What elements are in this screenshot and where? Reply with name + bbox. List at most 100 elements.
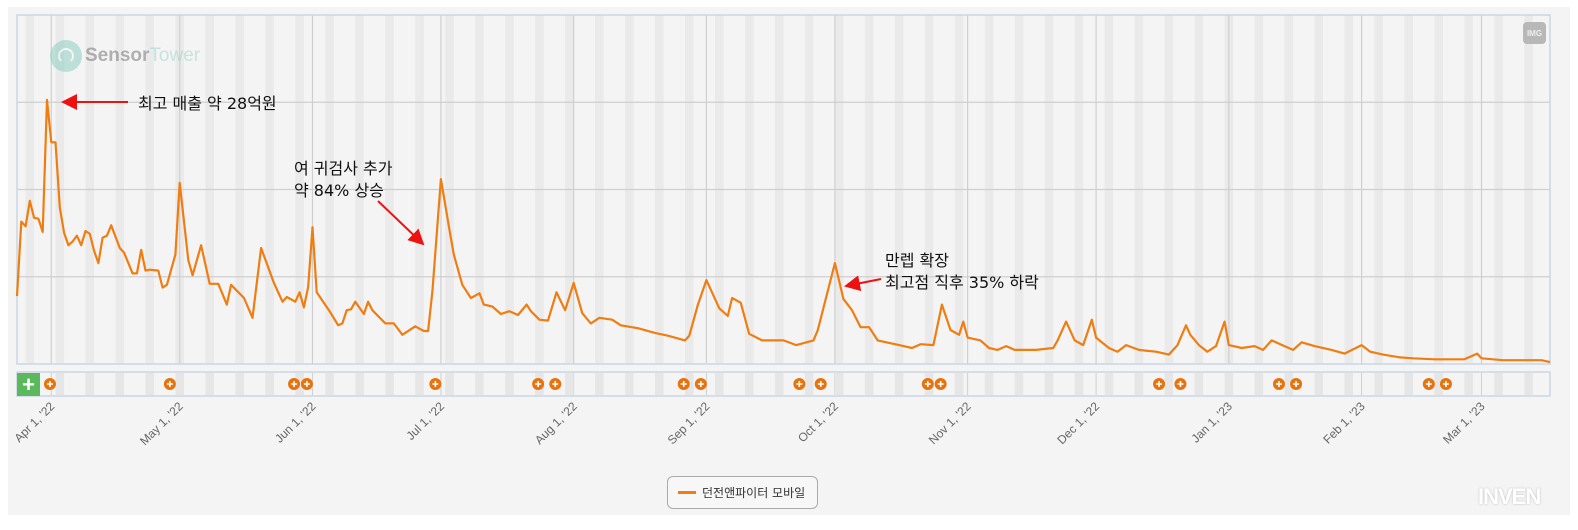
event-marker[interactable] [1153, 378, 1166, 390]
event-marker[interactable] [532, 378, 545, 390]
weekend-band [235, 373, 244, 395]
weekend-band [1254, 373, 1264, 395]
weekend-band [714, 373, 724, 395]
annotation-peak: 최고 매출 약 28억원 [138, 94, 277, 113]
event-marker[interactable] [1439, 378, 1452, 390]
event-marker[interactable] [1290, 378, 1303, 390]
add-event-button[interactable]: + [17, 372, 40, 397]
weekend-band [1014, 373, 1024, 395]
weekend-band [325, 373, 334, 395]
weekend-band [1044, 373, 1054, 395]
event-marker[interactable] [1272, 378, 1285, 390]
weekend-band [1434, 373, 1443, 395]
weekend-band [804, 373, 814, 395]
weekend-band [1284, 373, 1294, 395]
weekend-band [834, 373, 844, 395]
weekend-band [565, 373, 574, 395]
weekend-band [445, 373, 454, 395]
weekend-band [1224, 373, 1234, 395]
x-tick-label: Dec 1, '22 [1054, 399, 1102, 447]
weekend-band [744, 373, 754, 395]
x-tick-label: May 1, '22 [137, 399, 186, 448]
x-tick-label: Jan 1, '23 [1189, 399, 1236, 446]
chart-container: Apr 1, '22 May 1, '22 Jun 1, '22 Jul 1, '22… [8, 7, 1570, 515]
event-row-bands [25, 373, 1533, 395]
inven-watermark: INVEN [1478, 484, 1541, 509]
weekend-band [1524, 373, 1533, 395]
weekend-band [385, 373, 394, 395]
levelcap-arrow [844, 275, 882, 292]
revenue-line-chart: Apr 1, '22 May 1, '22 Jun 1, '22 Jul 1, '22… [11, 14, 1551, 448]
annotation-arrows [61, 94, 882, 292]
legend-label: 던전앤파이터 모바일 [702, 486, 806, 500]
weekend-band [655, 373, 664, 395]
logo-text-tower: Tower [149, 45, 201, 66]
weekend-band [175, 373, 185, 395]
x-tick-label: Aug 1, '22 [532, 399, 580, 447]
event-marker[interactable] [288, 378, 301, 390]
x-tick-label: Jun 1, '22 [272, 399, 319, 446]
event-marker[interactable] [429, 378, 442, 390]
x-tick-label: Mar 1, '23 [1440, 399, 1488, 447]
x-axis-tick-labels: Apr 1, '22 May 1, '22 Jun 1, '22 Jul 1, '22… [11, 399, 1487, 448]
weekend-band [355, 373, 364, 395]
logo-text-sensor: Sensor [85, 45, 150, 66]
weekend-band [1074, 373, 1084, 395]
event-marker[interactable] [934, 378, 947, 390]
event-marker[interactable] [814, 378, 827, 390]
event-marker[interactable] [549, 378, 562, 390]
weekend-band [505, 373, 514, 395]
annotation-levelcap-line1: 만렙 확장 [885, 251, 949, 270]
series-line [15, 98, 1551, 364]
weekend-band [415, 373, 424, 395]
event-marker[interactable] [677, 378, 690, 390]
weekend-band [205, 373, 214, 395]
weekend-band [265, 373, 274, 395]
weekend-band [625, 373, 634, 395]
grid-lines [17, 15, 1550, 395]
weekend-band [145, 373, 155, 395]
update-arrow [377, 200, 425, 246]
weekend-band [55, 373, 65, 395]
annotation-levelcap-line2: 최고점 직후 35% 하락 [885, 273, 1039, 292]
weekend-band [595, 373, 604, 395]
x-tick-label: Oct 1, '22 [795, 399, 841, 445]
weekend-band [475, 373, 484, 395]
x-tick-label: Apr 1, '22 [11, 399, 57, 445]
event-marker[interactable] [694, 378, 707, 390]
event-marker[interactable] [163, 378, 176, 390]
weekend-band [1464, 373, 1473, 395]
sensortower-logo: Sensor Tower [50, 40, 200, 72]
annotation-update-line2: 약 84% 상승 [294, 181, 384, 200]
weekend-band [984, 373, 994, 395]
weekend-band [954, 373, 964, 395]
x-tick-label: Feb 1, '23 [1320, 399, 1368, 447]
legend-item[interactable]: 던전앤파이터 모바일 [667, 476, 819, 509]
export-image-button[interactable]: IMG [1523, 22, 1546, 44]
x-tick-label: Sep 1, '22 [665, 399, 713, 447]
annotation-update-line1: 여 귀검사 추가 [294, 159, 393, 178]
weekend-band [1374, 373, 1383, 395]
event-marker[interactable] [1422, 378, 1435, 390]
event-marker[interactable] [793, 378, 806, 390]
plot-border [16, 14, 1551, 365]
event-marker[interactable] [43, 378, 56, 390]
legend-swatch [678, 491, 696, 494]
event-marker[interactable] [300, 378, 313, 390]
sensortower-logo-icon [50, 40, 82, 72]
weekend-band [774, 373, 784, 395]
weekend-band [1314, 373, 1324, 395]
weekend-band [85, 373, 95, 395]
x-tick-label: Nov 1, '22 [926, 399, 974, 447]
event-marker[interactable] [921, 378, 934, 390]
weekend-band [1344, 373, 1354, 395]
weekend-band [1194, 373, 1204, 395]
weekend-band [894, 373, 904, 395]
weekend-band [1494, 373, 1503, 395]
weekend-band [1104, 373, 1114, 395]
event-marker[interactable] [1174, 378, 1187, 390]
weekend-band [1134, 373, 1144, 395]
weekend-band [864, 373, 874, 395]
weekend-band [115, 373, 125, 395]
event-markers [43, 378, 1452, 390]
